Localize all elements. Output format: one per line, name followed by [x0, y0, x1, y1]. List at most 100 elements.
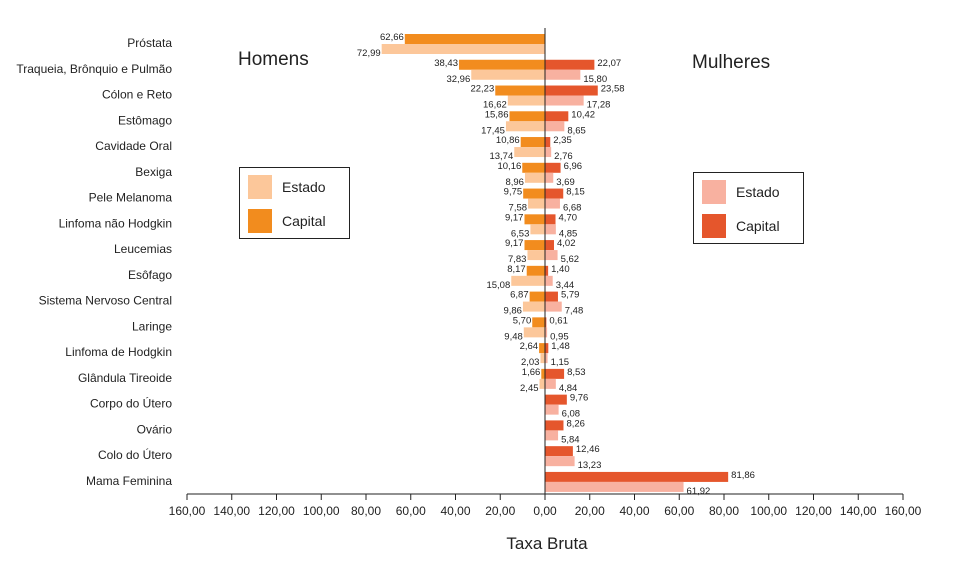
- men-capital-value-label: 38,43: [434, 58, 458, 69]
- category-label: Cólon e Reto: [102, 88, 172, 102]
- women-estado-value-label: 3,69: [556, 177, 575, 188]
- women-capital-bar: [545, 111, 569, 122]
- women-capital-bar: [545, 162, 561, 173]
- women-capital-value-label: 4,70: [559, 212, 578, 223]
- legend-men-capital: Capital: [248, 209, 326, 233]
- men-capital-value-label: 22,23: [470, 84, 494, 95]
- women-capital-value-label: 9,76: [570, 393, 589, 404]
- legend-label-men-estado: Estado: [282, 179, 326, 195]
- x-tick-label: 100,00: [303, 504, 340, 518]
- women-capital-value-label: 2,35: [553, 135, 572, 146]
- women-capital-bar: [545, 317, 547, 328]
- women-estado-value-label: 5,84: [561, 434, 580, 445]
- women-estado-bar: [545, 275, 553, 286]
- men-estado-bar: [530, 224, 545, 235]
- women-capital-value-label: 81,86: [731, 470, 755, 481]
- women-estado-value-label: 3,44: [556, 280, 575, 291]
- women-capital-bar: [545, 420, 564, 431]
- men-estado-bar: [539, 378, 545, 389]
- legend-men: Estado Capital: [239, 167, 350, 239]
- women-estado-value-label: 0,95: [550, 331, 569, 342]
- men-estado-bar: [511, 275, 545, 286]
- category-label: Mama Feminina: [86, 474, 172, 488]
- x-axis-title: Taxa Bruta: [506, 534, 588, 553]
- category-label: Leucemias: [114, 242, 172, 256]
- x-tick-label: 80,00: [351, 504, 381, 518]
- men-estado-value-label: 13,74: [489, 151, 513, 162]
- legend-swatch-women-estado: [702, 180, 726, 204]
- men-capital-value-label: 2,64: [520, 341, 539, 352]
- women-estado-value-label: 1,15: [551, 357, 570, 368]
- men-estado-value-label: 7,83: [508, 254, 527, 265]
- bars-group: Próstata 62,66 72,99 Traqueia, Brônquio e P…: [16, 32, 755, 497]
- x-tick-label: 160,00: [885, 504, 922, 518]
- women-estado-bar: [545, 198, 560, 209]
- men-capital-value-label: 8,17: [507, 264, 526, 275]
- legend-label-women-capital: Capital: [736, 218, 780, 234]
- x-tick-label: 60,00: [664, 504, 694, 518]
- x-tick-label: 140,00: [213, 504, 250, 518]
- men-estado-value-label: 9,86: [503, 306, 522, 317]
- men-estado-bar: [514, 147, 545, 158]
- men-estado-value-label: 2,03: [521, 357, 540, 368]
- legend-swatch-women-capital: [702, 214, 726, 238]
- women-estado-bar: [545, 69, 581, 80]
- men-capital-bar: [524, 240, 545, 251]
- women-capital-value-label: 22,07: [597, 58, 621, 69]
- women-estado-bar: [545, 95, 584, 106]
- women-estado-value-label: 61,92: [687, 486, 711, 497]
- men-capital-bar: [539, 343, 545, 354]
- legend-swatch-men-estado: [248, 175, 272, 199]
- men-estado-bar: [527, 250, 545, 261]
- women-estado-value-label: 8,65: [567, 125, 586, 136]
- category-label: Ovário: [137, 422, 173, 436]
- men-capital-value-label: 6,87: [510, 290, 529, 301]
- men-estado-bar: [523, 327, 545, 338]
- category-label: Traqueia, Brônquio e Pulmão: [16, 62, 172, 76]
- women-estado-value-label: 6,08: [562, 409, 581, 420]
- x-tick-label: 60,00: [396, 504, 426, 518]
- men-capital-value-label: 62,66: [380, 32, 404, 43]
- men-estado-bar: [381, 44, 545, 54]
- men-capital-value-label: 10,16: [497, 161, 521, 172]
- x-tick-label: 100,00: [750, 504, 787, 518]
- men-estado-value-label: 2,45: [520, 383, 539, 394]
- women-estado-bar: [545, 481, 684, 492]
- men-capital-bar: [509, 111, 545, 122]
- men-capital-bar: [526, 265, 545, 276]
- men-estado-bar: [524, 172, 545, 183]
- men-estado-value-label: 6,53: [511, 228, 530, 239]
- women-estado-bar: [545, 404, 559, 415]
- x-axis: 160,00 140,00 120,00 100,00 80,00 60,00 40,00 2…: [169, 28, 922, 518]
- category-label: Pele Melanoma: [89, 191, 173, 205]
- women-capital-value-label: 8,53: [567, 367, 586, 378]
- women-estado-bar: [545, 172, 554, 183]
- women-estado-bar: [545, 378, 556, 389]
- x-tick-label: 80,00: [709, 504, 739, 518]
- women-capital-bar: [545, 446, 573, 457]
- category-label: Colo do Útero: [98, 447, 172, 462]
- x-tick-label: 20,00: [575, 504, 605, 518]
- category-label: Sistema Nervoso Central: [39, 294, 172, 308]
- x-tick-label: 20,00: [485, 504, 515, 518]
- category-label: Laringe: [132, 319, 172, 333]
- legend-label-men-capital: Capital: [282, 213, 326, 229]
- men-estado-bar: [528, 198, 545, 209]
- women-capital-bar: [545, 85, 598, 96]
- men-estado-value-label: 15,08: [486, 280, 510, 291]
- men-capital-bar: [522, 162, 545, 173]
- men-estado-value-label: 32,96: [446, 74, 470, 85]
- men-capital-value-label: 15,86: [485, 109, 509, 120]
- women-estado-value-label: 2,76: [554, 151, 573, 162]
- women-estado-bar: [545, 456, 575, 467]
- men-estado-value-label: 17,45: [481, 125, 505, 136]
- men-capital-bar: [541, 368, 545, 379]
- men-capital-bar: [523, 188, 545, 199]
- men-capital-bar: [404, 34, 545, 44]
- legend-women: Estado Capital: [693, 172, 804, 244]
- men-capital-value-label: 9,75: [504, 187, 523, 198]
- category-label: Linfoma não Hodgkin: [59, 216, 172, 230]
- women-capital-value-label: 10,42: [571, 109, 595, 120]
- men-estado-bar: [522, 301, 545, 312]
